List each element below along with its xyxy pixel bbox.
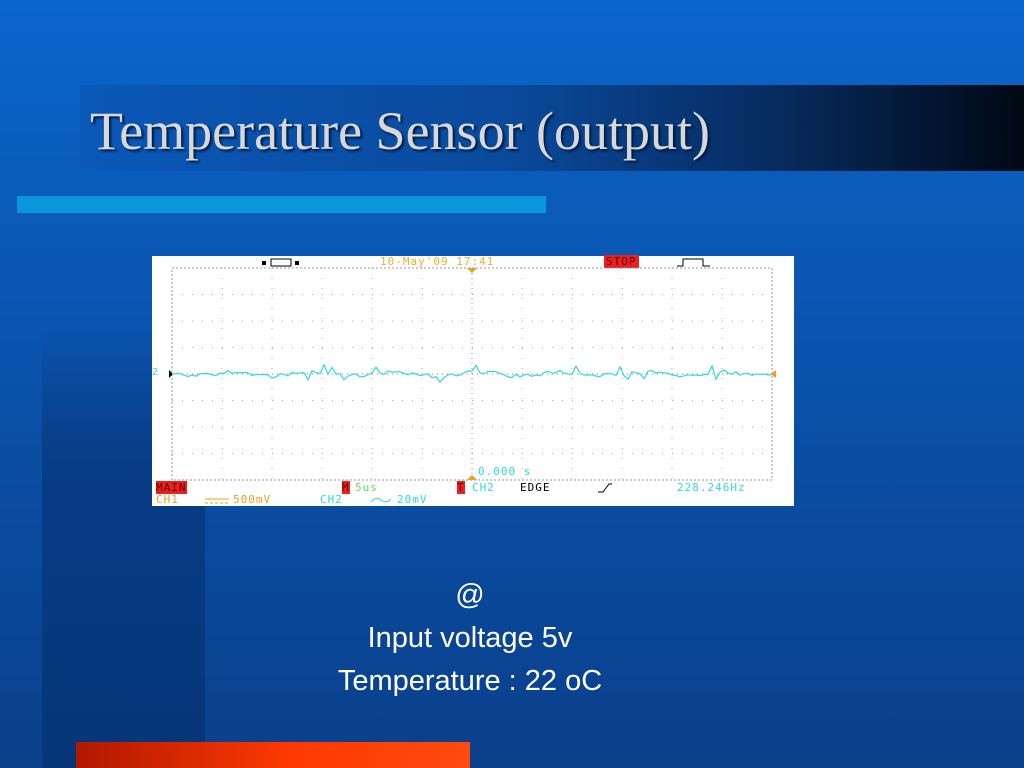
ch1-label: CH1 [156,493,179,506]
ch2-label: CH2 [320,493,343,506]
caption-line: @ [455,579,485,611]
trigger-time-marker [467,475,477,480]
main-label: MAIN [156,481,187,494]
timebase: 5us [355,481,378,494]
scope-status: STOP [604,255,639,268]
ch2-scale: 20mV [397,493,428,506]
accent-bar [17,196,546,213]
trigger-position-marker [467,268,477,273]
caption-line: Temperature : 22 oC [337,665,603,697]
title-band [80,85,1024,171]
bottom-accent-bar [76,742,470,768]
frequency: 228.246Hz [677,481,746,494]
slide-title: Temperature Sensor (output) [90,101,711,161]
ch1-scale: 500mV [233,493,272,506]
ch2-waveform [171,363,773,384]
trigger-type: EDGE [520,481,551,494]
dc-coupling-icon [205,498,229,504]
slide-caption: @ Input voltage 5v Temperature : 22 oC [260,574,680,703]
ch2-ground-marker [169,370,173,378]
pulse-icon [677,258,710,267]
scope-datetime: 10-May'09 17:41 [380,255,495,268]
trigger-level-marker [771,370,776,378]
channel-marker: 2 [152,367,160,378]
usb-icon [262,258,299,267]
ac-coupling-icon [370,497,392,503]
caption-line: Input voltage 5v [367,622,573,654]
scope-graticule [169,267,776,481]
rising-edge-icon [598,483,612,493]
trigger-time: 0.000 s [478,465,532,478]
oscilloscope-screenshot: 10-May'09 17:41 STOP 0.000 s MAIN M 5us … [152,255,794,506]
trigger-source: CH2 [472,481,495,494]
timebase-marker: M [342,481,350,494]
trigger-marker: T [457,481,465,494]
